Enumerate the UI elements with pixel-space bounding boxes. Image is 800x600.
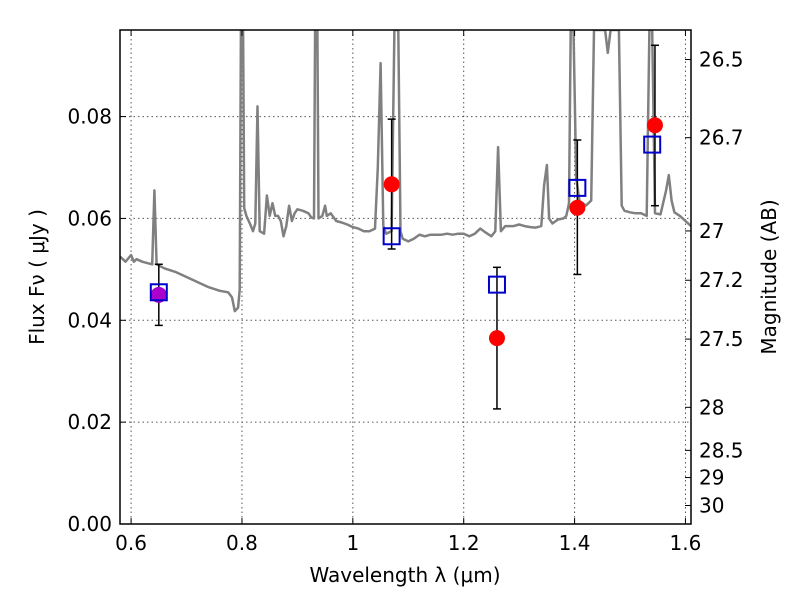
x-axis-title: Wavelength λ (μm)	[309, 563, 500, 587]
x-tick-label: 1.4	[559, 531, 591, 555]
x-tick-label: 1.6	[670, 531, 702, 555]
right-tick-label: 27.5	[699, 327, 744, 351]
right-tick-label: 30	[699, 494, 724, 518]
x-tick-label: 1.2	[448, 531, 480, 555]
x-tick-label: 0.8	[226, 531, 258, 555]
y-tick-label: 0.08	[67, 105, 112, 129]
observed-point	[569, 199, 586, 216]
y-tick-label: 0.00	[67, 512, 112, 536]
y-tick-label: 0.02	[67, 410, 112, 434]
right-tick-label: 28	[699, 395, 724, 419]
observed-point	[646, 117, 663, 134]
model-point	[149, 283, 168, 302]
model-point	[643, 135, 662, 154]
observed-point	[383, 176, 400, 193]
observed-point	[150, 286, 167, 303]
tick-layer: 0.6 0.8 1 1.2 1.4 1.6 0.00 0.02 0.04 0.06 0.08 26.5…	[67, 30, 744, 555]
right-tick-label: 26.7	[699, 126, 744, 150]
marker-layer	[149, 117, 663, 347]
model-point	[487, 275, 506, 294]
right-tick-label: 27	[699, 219, 724, 243]
spectrum-layer	[120, 30, 691, 313]
x-tick-label: 0.6	[115, 531, 147, 555]
y-tick-label: 0.06	[67, 206, 112, 230]
right-tick-label: 26.5	[699, 48, 744, 72]
y-tick-label: 0.04	[67, 308, 112, 332]
right-tick-label: 27.2	[699, 268, 744, 292]
right-axis-title: Magnitude (AB)	[757, 199, 781, 354]
errorbar-layer	[154, 44, 659, 410]
plot-frame	[119, 29, 692, 525]
observed-point	[488, 330, 505, 347]
x-tick-label: 1	[346, 531, 359, 555]
spectrum-line	[120, 30, 691, 313]
model-point	[568, 178, 587, 197]
right-tick-label: 29	[699, 466, 724, 490]
grid	[120, 30, 691, 525]
model-point	[382, 227, 401, 246]
right-tick-label: 28.5	[699, 438, 744, 462]
y-axis-title: Flux Fν ( μJy )	[25, 209, 49, 345]
